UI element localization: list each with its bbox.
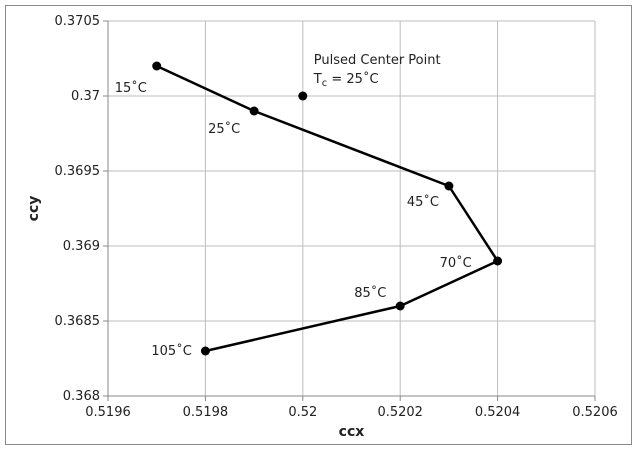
data-point-label: 85˚C <box>354 285 386 301</box>
x-tick-label: 0.5204 <box>475 405 521 420</box>
data-point-label: 105˚C <box>151 343 191 359</box>
data-point <box>152 61 162 71</box>
center-point-formula: Tc = 25˚C <box>313 71 379 89</box>
y-tick-label: 0.3695 <box>55 164 101 179</box>
y-tick-label: 0.3685 <box>55 314 101 329</box>
data-point-label: 15˚C <box>115 80 147 96</box>
data-point <box>249 106 259 116</box>
x-axis-title: ccx <box>339 424 365 440</box>
y-tick-label: 0.368 <box>63 389 100 404</box>
center-point-title: Pulsed Center Point <box>314 53 441 68</box>
y-tick-label: 0.3705 <box>55 14 101 29</box>
x-tick-label: 0.52 <box>288 405 317 420</box>
y-axis-title: ccy <box>26 196 42 222</box>
x-tick-label: 0.5202 <box>377 405 423 420</box>
data-point <box>444 181 454 191</box>
data-point <box>200 346 210 356</box>
x-tick-label: 0.5206 <box>572 405 618 420</box>
chart-frame <box>5 5 632 445</box>
series-line <box>156 64 499 353</box>
y-tick-label: 0.369 <box>63 239 100 254</box>
x-tick-label: 0.5196 <box>85 405 131 420</box>
center-point-marker <box>298 91 308 101</box>
data-point-label: 70˚C <box>440 255 472 271</box>
y-tick-label: 0.37 <box>71 89 100 104</box>
data-point <box>395 301 405 311</box>
x-tick-label: 0.5198 <box>183 405 229 420</box>
data-point <box>493 256 503 266</box>
data-point-label: 45˚C <box>407 194 439 210</box>
data-point-label: 25˚C <box>208 121 240 137</box>
